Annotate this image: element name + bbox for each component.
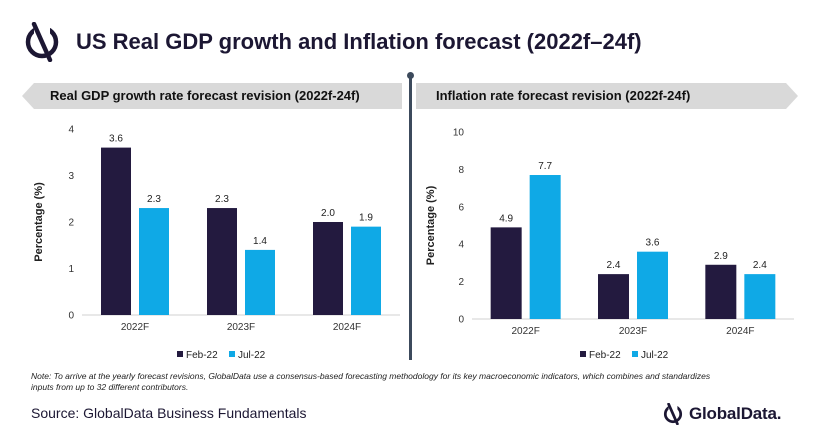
- bar-jul-22-2022f: [529, 175, 561, 319]
- right-chart-title: Inflation rate forecast revision (2022f-…: [436, 88, 691, 103]
- legend-label: Feb-22: [186, 350, 218, 361]
- bar-feb-22-2023f: [598, 274, 629, 319]
- page-title: US Real GDP growth and Inflation forecas…: [76, 29, 642, 54]
- brand-mark-icon: [663, 403, 683, 425]
- bar-jul-22-2023f: [245, 249, 275, 315]
- legend-swatch: [229, 351, 235, 357]
- y-tick-label: 2: [68, 218, 74, 229]
- legend-label: Feb-22: [589, 350, 621, 361]
- bar-feb-22-2023f: [207, 208, 237, 315]
- data-label: 1.4: [253, 236, 267, 247]
- bar-jul-22-2024f: [351, 226, 381, 315]
- y-tick-label: 0: [458, 315, 464, 326]
- brand-name: GlobalData.: [689, 404, 782, 423]
- source-text: Source: GlobalData Business Fundamentals: [31, 405, 307, 421]
- x-category-label: 2024F: [726, 326, 754, 337]
- data-label: 4.9: [499, 213, 513, 224]
- y-tick-label: 1: [68, 264, 74, 275]
- divider-dot: [407, 72, 414, 79]
- data-label: 2.4: [753, 260, 767, 271]
- legend-swatch: [177, 351, 183, 357]
- y-axis-title: Percentage (%): [425, 185, 437, 265]
- y-axis-title: Percentage (%): [33, 182, 45, 262]
- y-tick-label: 10: [453, 128, 465, 139]
- legend-swatch: [632, 351, 638, 357]
- y-tick-label: 2: [458, 277, 464, 288]
- gdp-growth-chart: Percentage (%) 0 1 2 3 4 3.6 2.3 2022F 2.3 1.4 2023…: [33, 125, 400, 361]
- legend-label: Jul-22: [238, 350, 266, 361]
- data-label: 3.6: [646, 238, 660, 249]
- y-tick-label: 4: [68, 125, 74, 136]
- y-tick-label: 6: [458, 202, 464, 213]
- bar-feb-22-2022f: [490, 227, 522, 319]
- brand-logo: GlobalData.: [662, 403, 781, 425]
- data-label: 2.0: [321, 208, 335, 219]
- bar-jul-22-2022f: [139, 208, 169, 315]
- bar-feb-22-2024f: [705, 264, 737, 319]
- data-label: 2.3: [147, 194, 161, 205]
- methodology-note: Note: To arrive at the yearly forecast r…: [31, 371, 711, 392]
- bar-jul-22-2024f: [744, 274, 776, 319]
- center-divider: [409, 76, 412, 360]
- legend-label: Jul-22: [641, 350, 669, 361]
- y-tick-label: 3: [68, 171, 74, 182]
- x-category-label: 2022F: [511, 326, 539, 337]
- globaldata-logo-icon: [25, 22, 59, 62]
- legend-swatch: [580, 351, 586, 357]
- title-row: US Real GDP growth and Inflation forecas…: [22, 22, 642, 62]
- data-label: 2.3: [215, 194, 229, 205]
- data-label: 1.9: [359, 213, 373, 224]
- x-category-label: 2024F: [333, 322, 361, 333]
- bar-jul-22-2023f: [637, 251, 668, 319]
- y-tick-label: 0: [68, 311, 74, 322]
- right-section-header: Inflation rate forecast revision (2022f-…: [416, 83, 798, 109]
- x-category-label: 2022F: [121, 322, 149, 333]
- data-label: 2.4: [607, 260, 621, 271]
- left-chart-title: Real GDP growth rate forecast revision (…: [50, 88, 360, 103]
- bar-feb-22-2024f: [313, 222, 343, 315]
- bar-feb-22-2022f: [101, 147, 131, 315]
- x-category-label: 2023F: [619, 326, 647, 337]
- left-section-header: Real GDP growth rate forecast revision (…: [22, 83, 402, 109]
- data-label: 7.7: [538, 161, 552, 172]
- data-label: 2.9: [714, 251, 728, 262]
- data-label: 3.6: [109, 134, 123, 145]
- x-category-label: 2023F: [227, 322, 255, 333]
- inflation-chart: Percentage (%) 0 2 4 6 8 10 4.9 7.7 2022F 2.4 3.6 20…: [425, 128, 794, 361]
- y-tick-label: 8: [458, 165, 464, 176]
- y-tick-label: 4: [458, 240, 464, 251]
